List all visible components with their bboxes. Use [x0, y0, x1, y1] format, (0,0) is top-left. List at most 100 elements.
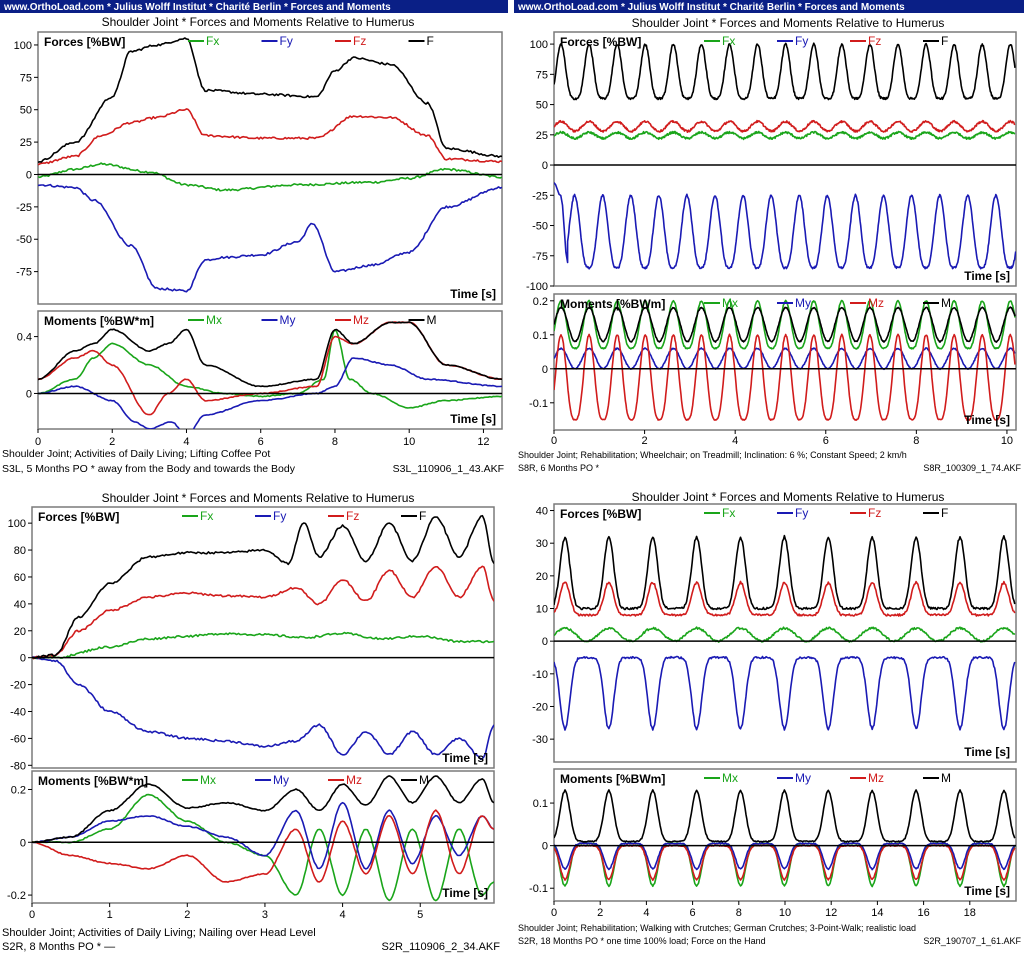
- footer-filename: S3L_110906_1_43.AKF: [393, 463, 504, 475]
- y-tick-label: 60: [14, 572, 26, 584]
- series-group: [32, 514, 494, 760]
- series-line-m: [554, 306, 1016, 343]
- y-tick-label: 100: [14, 40, 32, 52]
- y-tick-label: 0: [20, 653, 26, 665]
- legend-label: My: [273, 773, 289, 787]
- x-tick-label: 4: [643, 907, 649, 919]
- footer-description: Shoulder Joint; Rehabilitation; Walking …: [518, 923, 916, 933]
- x-axis-label: Time [s]: [964, 884, 1010, 898]
- series-group: [554, 42, 1016, 270]
- series-line-my: [554, 842, 1016, 871]
- panel-bottom-right: Shoulder Joint * Forces and Moments Rela…: [518, 490, 1022, 946]
- legend-label: Fz: [353, 34, 366, 48]
- series-line-fx: [38, 162, 502, 192]
- legend-label: F: [941, 506, 948, 520]
- y-tick-label: 20: [536, 571, 548, 583]
- x-tick-label: 6: [258, 436, 264, 448]
- y-tick-label: -10: [532, 669, 548, 681]
- y-tick-label: 0.1: [533, 798, 548, 810]
- series-line-mx: [38, 329, 502, 409]
- footer-subject: S2R, 18 Months PO * one time 100% load; …: [518, 936, 766, 946]
- legend-label: My: [280, 313, 296, 327]
- legend-label: M: [419, 773, 429, 787]
- vertical-separator: [510, 0, 514, 955]
- y-tick-label: 75: [536, 69, 548, 81]
- x-tick-label: 0: [29, 909, 35, 921]
- x-tick-label: 8: [736, 907, 742, 919]
- y-tick-label: 0: [542, 364, 548, 376]
- x-tick-label: 0: [551, 907, 557, 919]
- legend-label: My: [795, 296, 811, 310]
- y-tick-label: 25: [20, 137, 32, 149]
- y-tick-label: -30: [532, 734, 548, 746]
- legend-label: Fx: [722, 506, 735, 520]
- x-tick-label: 2: [642, 435, 648, 447]
- plot-title: Forces [%BW]: [560, 35, 641, 49]
- x-tick-label: 2: [184, 909, 190, 921]
- series-line-fy: [554, 182, 1016, 270]
- series-line-f: [554, 534, 1016, 611]
- y-tick-label: 40: [14, 599, 26, 611]
- banner: [0, 0, 508, 13]
- y-tick-label: 10: [536, 604, 548, 616]
- chart-3: 0.2 0.1 0 -0.1 0 2 4 6 8 10 Moments [%BWm] Mx My Mz M T…: [529, 293, 1017, 447]
- y-tick-label: 100: [8, 518, 26, 530]
- footer-subject: S8R, 6 Months PO *: [518, 463, 600, 473]
- legend-label: Fy: [795, 34, 808, 48]
- legend-label: Fx: [200, 509, 213, 523]
- series-line-mz: [554, 333, 1016, 421]
- series-line-fy: [32, 656, 494, 760]
- y-tick-label: 0: [26, 388, 32, 400]
- x-axis-label: Time [s]: [964, 745, 1010, 759]
- panel-top-left: www.OrthoLoad.com * Julius Wolff Institu…: [0, 0, 508, 475]
- x-tick-label: 18: [964, 907, 976, 919]
- y-tick-label: 0: [542, 160, 548, 172]
- plot-frame: [37, 31, 503, 305]
- series-line-fy: [554, 655, 1016, 731]
- series-line-f: [554, 42, 1016, 101]
- series-line-mx: [32, 793, 494, 902]
- x-tick-label: 10: [1001, 435, 1013, 447]
- footer-description: Shoulder Joint; Activities of Daily Livi…: [2, 927, 316, 939]
- x-tick-label: 1: [107, 909, 113, 921]
- plot-title: Moments [%BWm]: [560, 772, 665, 786]
- x-tick-label: 10: [779, 907, 791, 919]
- x-axis-label: Time [s]: [450, 412, 496, 426]
- chart-6: 40 30 20 10 0 -10 -20 -30 Forces [%BW] Fx Fy Fz F Tim…: [532, 503, 1017, 763]
- legend-label: Mx: [722, 771, 738, 785]
- series-line-fx: [32, 631, 494, 660]
- series-group: [38, 37, 502, 293]
- y-tick-label: -20: [10, 680, 26, 692]
- y-tick-label: 80: [14, 545, 26, 557]
- y-tick-label: -100: [526, 281, 548, 293]
- x-tick-label: 2: [109, 436, 115, 448]
- y-tick-label: -60: [10, 733, 26, 745]
- plot-title: Forces [%BW]: [44, 35, 125, 49]
- y-tick-label: 0: [542, 841, 548, 853]
- y-tick-label: 50: [536, 100, 548, 112]
- x-tick-label: 2: [597, 907, 603, 919]
- y-tick-label: -80: [10, 760, 26, 772]
- legend-label: Mx: [200, 773, 216, 787]
- y-tick-label: -0.2: [7, 890, 26, 902]
- banner: [514, 0, 1024, 13]
- panel-top-right: www.OrthoLoad.com * Julius Wolff Institu…: [514, 0, 1024, 473]
- chart-2: 100 75 50 25 0 -25 -50 -75 -100 Forces [%BW] Fx Fy F…: [526, 31, 1017, 293]
- plot-title: Moments [%BW*m]: [44, 314, 154, 328]
- footer-filename: S2R_110906_2_34.AKF: [382, 941, 501, 953]
- series-line-fz: [38, 108, 502, 166]
- x-axis-label: Time [s]: [964, 269, 1010, 283]
- footer-filename: S8R_100309_1_74.AKF: [923, 463, 1021, 473]
- x-tick-label: 5: [417, 909, 423, 921]
- y-tick-label: 50: [20, 105, 32, 117]
- x-axis-label: Time [s]: [964, 413, 1010, 427]
- plot-title: Moments [%BWm]: [560, 297, 665, 311]
- panel-title: Shoulder Joint * Forces and Moments Rela…: [102, 491, 415, 505]
- legend-label: F: [419, 509, 426, 523]
- panel-title: Shoulder Joint * Forces and Moments Rela…: [632, 16, 945, 30]
- legend-label: Mz: [346, 773, 362, 787]
- legend-label: F: [941, 34, 948, 48]
- plot-frame: [553, 31, 1017, 287]
